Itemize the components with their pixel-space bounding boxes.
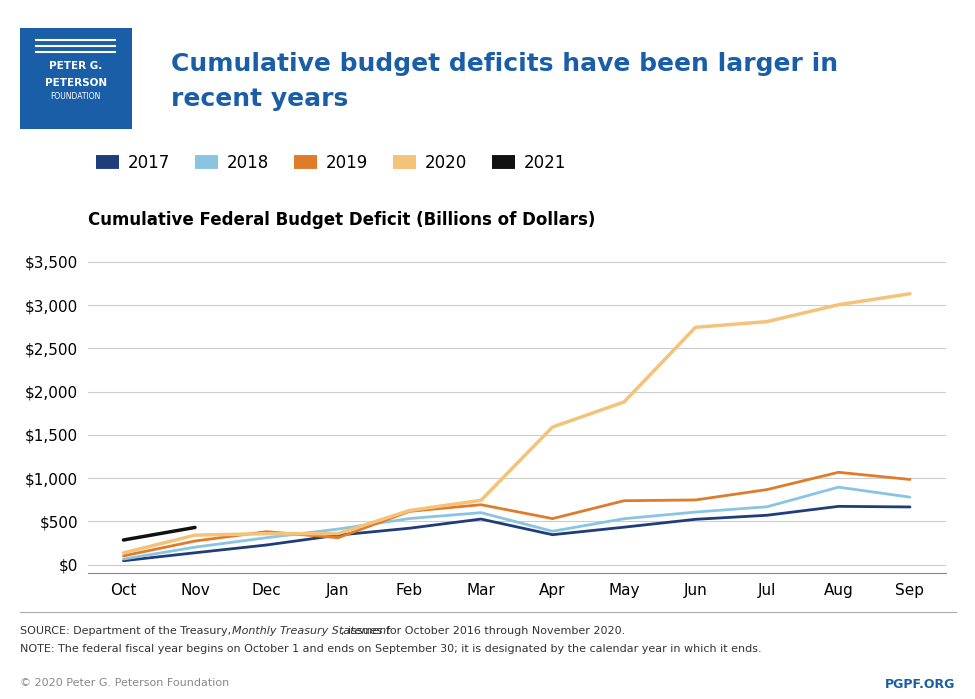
Text: SOURCE: Department of the Treasury,: SOURCE: Department of the Treasury, [20,626,234,635]
Text: Cumulative Federal Budget Deficit (Billions of Dollars): Cumulative Federal Budget Deficit (Billi… [88,211,595,229]
Text: NOTE: The federal fiscal year begins on October 1 and ends on September 30; it i: NOTE: The federal fiscal year begins on … [20,644,761,654]
Text: , issues for October 2016 through November 2020.: , issues for October 2016 through Novemb… [341,626,626,635]
Text: Cumulative budget deficits have been larger in: Cumulative budget deficits have been lar… [171,52,838,76]
Text: FOUNDATION: FOUNDATION [51,92,100,101]
Text: © 2020 Peter G. Peterson Foundation: © 2020 Peter G. Peterson Foundation [20,678,229,688]
Text: recent years: recent years [171,87,348,111]
Legend: 2017, 2018, 2019, 2020, 2021: 2017, 2018, 2019, 2020, 2021 [97,154,566,173]
Text: PETERSON: PETERSON [45,78,106,87]
Text: PETER G.: PETER G. [49,62,102,71]
Text: PGPF.ORG: PGPF.ORG [885,678,956,691]
Text: Monthly Treasury Statement: Monthly Treasury Statement [232,626,391,635]
